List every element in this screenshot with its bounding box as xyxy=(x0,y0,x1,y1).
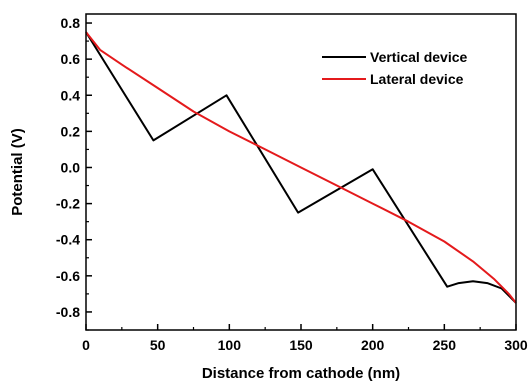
legend: Vertical device Lateral device xyxy=(322,49,468,87)
y-tick-label: -0.4 xyxy=(56,232,80,248)
x-tick-label: 200 xyxy=(361,337,385,353)
x-tick-label: 50 xyxy=(150,337,166,353)
y-tick-label: 0.2 xyxy=(61,123,81,139)
y-tick-label: 0.4 xyxy=(61,87,81,103)
x-tick-label: 150 xyxy=(289,337,313,353)
legend-label-lateral-device: Lateral device xyxy=(370,71,464,87)
y-tick-label: -0.2 xyxy=(56,196,80,212)
y-tick-label: 0.6 xyxy=(61,51,81,67)
x-tick-label: 100 xyxy=(218,337,242,353)
x-tick-label: 250 xyxy=(433,337,457,353)
plot-area-frame xyxy=(85,13,517,331)
y-tick-label: 0.8 xyxy=(61,15,81,31)
series-line-vertical-device xyxy=(85,31,517,304)
series-line-lateral-device xyxy=(85,31,517,304)
y-tick-label: -0.8 xyxy=(56,304,80,320)
x-axis-title: Distance from cathode (nm) xyxy=(202,365,400,382)
x-tick-label: 300 xyxy=(504,337,528,353)
y-tick-label: 0.0 xyxy=(61,159,81,175)
legend-label-vertical-device: Vertical device xyxy=(370,49,468,65)
x-tick-label: 0 xyxy=(82,337,90,353)
y-axis-title: Potential (V) xyxy=(9,128,26,216)
y-tick-label: -0.6 xyxy=(56,268,80,284)
